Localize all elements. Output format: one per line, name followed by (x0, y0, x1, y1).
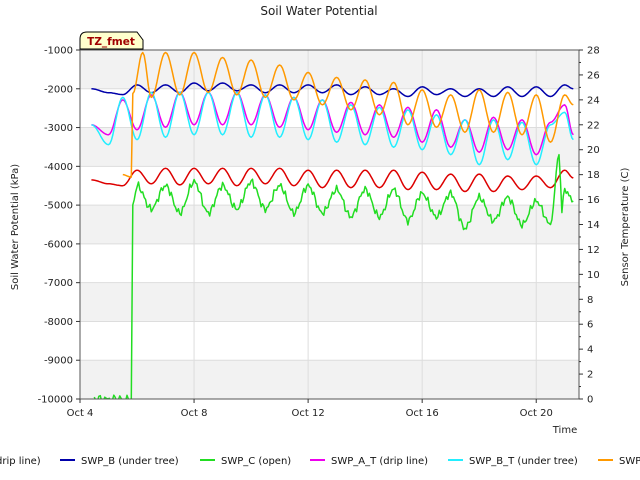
y2-tick-label: 18 (587, 170, 600, 181)
x-axis: Oct 4 Oct 8 Oct 12 Oct 16 Oct 20 (67, 399, 553, 419)
series-line (93, 153, 574, 399)
tz-badge-label: TZ_fmet (87, 36, 135, 48)
y-tick-label: -4000 (44, 162, 73, 173)
x-tick-label: Oct 4 (67, 408, 94, 419)
series-line (122, 51, 574, 178)
y2-tick-label: 10 (587, 270, 600, 281)
background-band (80, 205, 579, 244)
legend-label: drip line) (0, 456, 41, 467)
y-tick-label: -1000 (44, 46, 73, 57)
tz-badge-background (79, 31, 144, 50)
y-tick-label: -7000 (44, 278, 73, 289)
background-bands (80, 50, 579, 399)
background-band (80, 50, 579, 89)
legend: drip line) SWP_B (under tree) SWP_C (open)… (0, 456, 640, 467)
x-axis-label: Time (552, 425, 577, 436)
legend-label: SWP_B (under tree) (81, 456, 179, 467)
y-tick-label: -8000 (44, 317, 73, 328)
x-tick-label: Oct 20 (520, 408, 553, 419)
series-lines (91, 51, 574, 399)
y-tick-label: -10000 (38, 395, 73, 406)
y2-tick-label: 16 (587, 195, 600, 206)
chart-title: Soil Water Potential (260, 4, 377, 18)
y2-tick-label: 8 (587, 295, 593, 306)
y2-axis-label: Sensor Temperature (C) (620, 168, 631, 287)
y2-tick-label: 26 (587, 70, 600, 81)
y-tick-label: -6000 (44, 239, 73, 250)
series-line (91, 82, 574, 98)
y2-tick-label: 2 (587, 370, 593, 381)
y-tick-label: -3000 (44, 123, 73, 134)
left-y-axis: -10000 -9000 -8000 -7000 -6000 -5000 -4000 -300… (38, 46, 80, 406)
background-band (80, 282, 579, 322)
y-tick-label: -5000 (44, 201, 73, 212)
y-tick-label: -2000 (44, 84, 73, 95)
y2-tick-label: 20 (587, 145, 600, 156)
series-line (91, 167, 574, 193)
y2-tick-label: 24 (587, 95, 600, 106)
y2-tick-label: 6 (587, 320, 593, 331)
x-tick-label: Oct 8 (181, 408, 208, 419)
y2-tick-label: 14 (587, 220, 600, 231)
background-band (80, 360, 579, 399)
legend-label: SWP_B_T (under tree) (469, 456, 578, 467)
y2-tick-label: 28 (587, 46, 600, 57)
background-band (80, 127, 579, 167)
y-axis-label: Soil Water Potential (kPa) (10, 164, 21, 290)
y-tick-label: -9000 (44, 356, 73, 367)
y2-tick-label: 0 (587, 395, 593, 406)
y2-tick-label: 12 (587, 245, 600, 256)
x-tick-label: Oct 16 (406, 408, 439, 419)
y2-tick-label: 22 (587, 120, 600, 131)
legend-label: SWP_A_T (drip line) (331, 456, 428, 467)
legend-label: SWP (619, 456, 640, 467)
tz-badge: TZ_fmet (79, 31, 144, 50)
x-tick-label: Oct 12 (292, 408, 325, 419)
legend-label: SWP_C (open) (221, 456, 291, 467)
series-line (91, 91, 574, 156)
y2-tick-label: 4 (587, 345, 593, 356)
series-line (91, 91, 574, 166)
